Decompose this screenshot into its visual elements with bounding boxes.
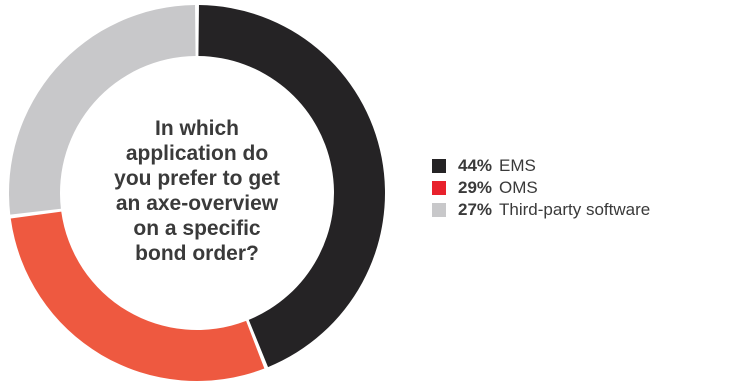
question-line: you prefer to get bbox=[114, 167, 280, 190]
chart-legend: 44% EMS 29% OMS 27% Third-party software bbox=[432, 155, 732, 221]
legend-label-ems: EMS bbox=[499, 156, 536, 175]
question-line: application do bbox=[125, 142, 269, 165]
donut-chart bbox=[9, 5, 385, 381]
donut-slices bbox=[9, 5, 385, 381]
question-line: on a specific bbox=[133, 217, 261, 240]
legend-label-third-party: Third-party software bbox=[499, 200, 651, 219]
question-line: In which bbox=[155, 117, 239, 140]
legend-value-ems: 44% bbox=[458, 156, 493, 175]
legend-swatch-third-party bbox=[432, 203, 446, 217]
legend-value-oms: 29% bbox=[458, 178, 493, 197]
legend-item-third-party: 27% Third-party software bbox=[432, 199, 732, 221]
legend-item-oms: 29% OMS bbox=[432, 177, 732, 199]
legend-label-oms: OMS bbox=[499, 178, 538, 197]
legend-swatch-oms bbox=[432, 181, 446, 195]
question-line: bond order? bbox=[135, 242, 259, 265]
legend-item-ems: 44% EMS bbox=[432, 155, 732, 177]
legend-value-third-party: 27% bbox=[458, 200, 493, 219]
donut-slice-third-party-software bbox=[9, 5, 196, 215]
legend-swatch-ems bbox=[432, 159, 446, 173]
question-line: an axe-overview bbox=[115, 192, 279, 215]
chart-question: In which application do you prefer to ge… bbox=[82, 116, 312, 266]
donut-slice-ems bbox=[198, 5, 385, 368]
donut-slice-oms bbox=[10, 211, 265, 381]
